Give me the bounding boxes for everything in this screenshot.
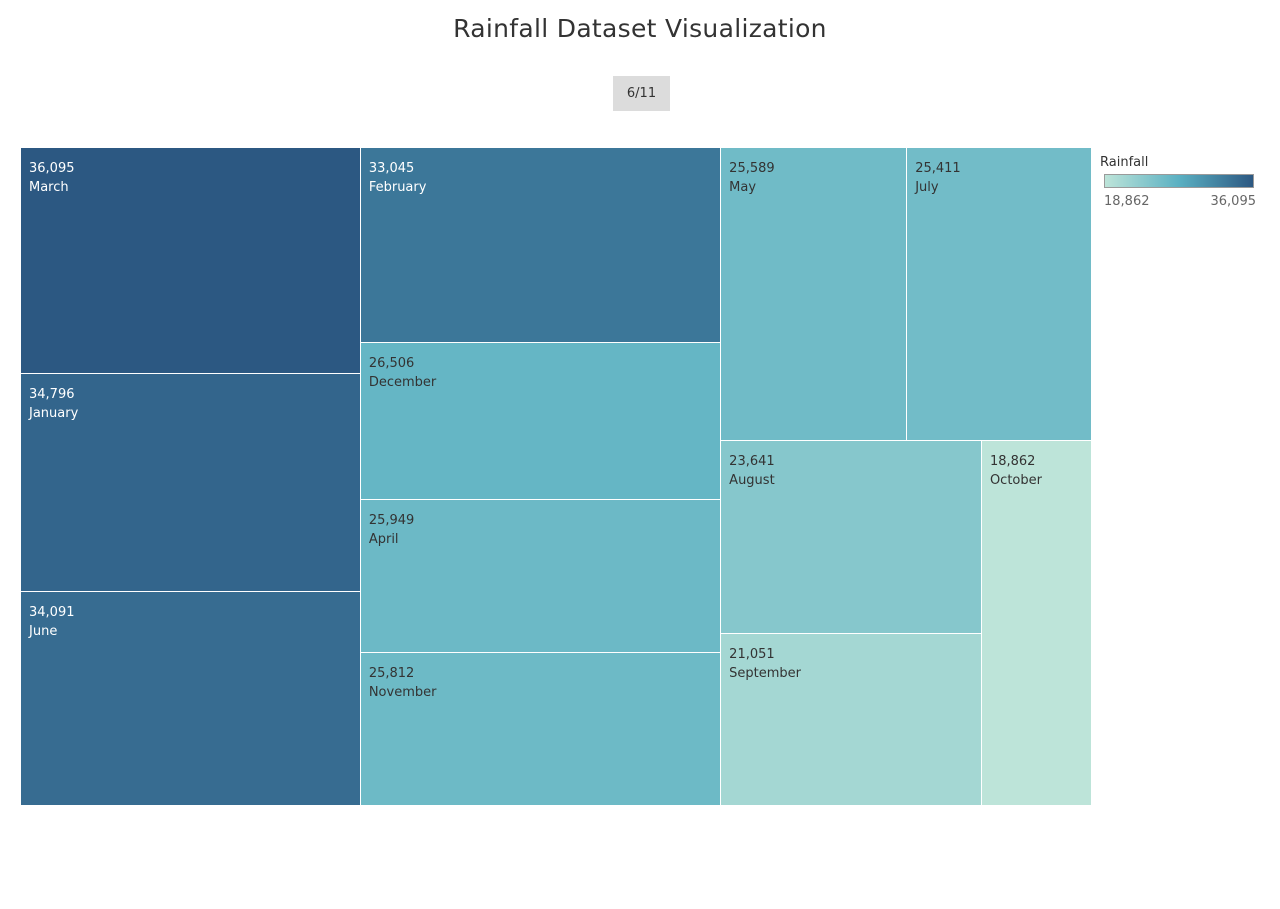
tile-value-label: 34,796 bbox=[29, 387, 75, 403]
tile-month-label: March bbox=[29, 180, 69, 195]
page-indicator[interactable]: 6/11 bbox=[613, 76, 670, 111]
treemap-tile-july[interactable]: 25,411 July bbox=[907, 148, 1092, 441]
tile-value-label: 26,506 bbox=[368, 356, 415, 372]
treemap-tile-february[interactable]: 33,045 February bbox=[360, 148, 722, 344]
color-legend: Rainfall 18,862 36,095 bbox=[1100, 155, 1260, 209]
treemap-tile-august[interactable]: 23,641 August bbox=[721, 440, 982, 635]
tile-month-label: January bbox=[29, 406, 79, 422]
treemap-tile-april[interactable]: 25,949 April bbox=[360, 500, 722, 654]
tile-value-label: 23,641 bbox=[729, 453, 775, 469]
tile-month-label: July bbox=[915, 180, 939, 195]
tile-month-label: May bbox=[729, 180, 757, 195]
treemap-tile-march[interactable]: 36,095 March bbox=[21, 148, 361, 375]
tile-month-label: April bbox=[368, 532, 399, 548]
tile-month-label: June bbox=[29, 624, 58, 640]
treemap-tile-november[interactable]: 25,812 November bbox=[360, 653, 722, 806]
tile-value-label: 36,095 bbox=[29, 161, 75, 176]
tile-value-label: 34,091 bbox=[29, 605, 75, 621]
legend-max-label: 36,095 bbox=[1210, 194, 1257, 209]
tile-month-label: February bbox=[368, 180, 427, 195]
tile-month-label: September bbox=[729, 666, 802, 682]
tile-value-label: 18,862 bbox=[989, 453, 1036, 469]
tile-month-label: August bbox=[729, 472, 775, 488]
tile-month-label: October bbox=[989, 472, 1042, 488]
legend-min-label: 18,862 bbox=[1104, 194, 1150, 209]
tile-value-label: 21,051 bbox=[729, 647, 775, 663]
chart-title: Rainfall Dataset Visualization bbox=[453, 14, 827, 43]
treemap-tile-january[interactable]: 34,796 January bbox=[21, 374, 361, 593]
treemap-tile-may[interactable]: 25,589 May bbox=[721, 148, 908, 441]
tile-month-label: November bbox=[368, 685, 437, 701]
tile-value-label: 25,589 bbox=[729, 161, 775, 176]
tile-value-label: 25,949 bbox=[368, 513, 415, 529]
treemap-tile-december[interactable]: 26,506 December bbox=[360, 343, 722, 500]
tile-value-label: 25,812 bbox=[368, 666, 415, 682]
treemap: 36,095 March 34,796 January 34,091 June 33,045… bbox=[21, 148, 1092, 806]
legend-title: Rainfall bbox=[1100, 155, 1149, 170]
treemap-tile-september[interactable]: 21,051 September bbox=[721, 634, 982, 806]
treemap-tile-june[interactable]: 34,091 June bbox=[21, 592, 361, 806]
treemap-tile-october[interactable]: 18,862 October bbox=[981, 440, 1092, 806]
legend-gradient-bar bbox=[1104, 174, 1254, 188]
tile-month-label: December bbox=[368, 375, 437, 391]
tile-value-label: 33,045 bbox=[368, 161, 415, 176]
tile-value-label: 25,411 bbox=[915, 161, 961, 176]
